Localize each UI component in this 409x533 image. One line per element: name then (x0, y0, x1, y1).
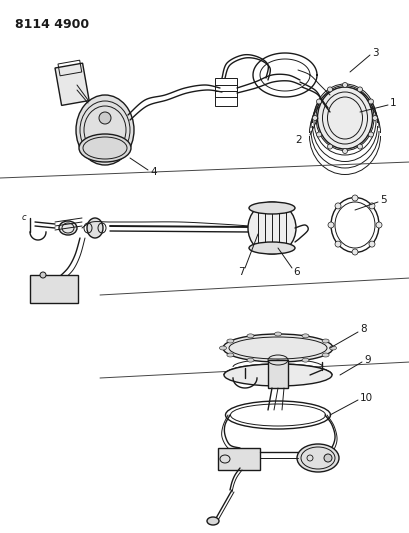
Ellipse shape (87, 218, 103, 238)
Ellipse shape (301, 334, 308, 338)
Ellipse shape (357, 87, 362, 92)
Ellipse shape (327, 87, 332, 92)
Text: 1: 1 (389, 98, 396, 108)
Ellipse shape (248, 202, 294, 214)
Ellipse shape (248, 242, 294, 254)
Ellipse shape (327, 222, 333, 228)
Ellipse shape (40, 272, 46, 278)
Bar (30, 275, 78, 303)
Ellipse shape (372, 116, 377, 120)
Text: 4: 4 (150, 167, 156, 177)
Ellipse shape (327, 144, 332, 149)
Bar (55, 63, 89, 106)
Ellipse shape (274, 360, 281, 364)
Text: 6: 6 (292, 267, 299, 277)
Bar (214, 78, 236, 106)
Ellipse shape (246, 334, 254, 338)
Ellipse shape (222, 334, 332, 362)
Ellipse shape (316, 99, 321, 104)
Ellipse shape (351, 249, 357, 255)
Ellipse shape (351, 195, 357, 201)
Ellipse shape (312, 116, 317, 120)
Ellipse shape (323, 454, 331, 462)
Text: 8: 8 (359, 324, 366, 334)
Ellipse shape (317, 87, 372, 149)
Ellipse shape (334, 203, 340, 209)
Text: 10: 10 (359, 393, 372, 403)
Ellipse shape (368, 203, 374, 209)
Text: 8114 4900: 8114 4900 (15, 18, 89, 31)
Text: 5: 5 (379, 195, 386, 205)
Ellipse shape (226, 339, 233, 343)
Bar (218, 448, 259, 470)
Text: 2: 2 (294, 135, 301, 145)
Ellipse shape (321, 353, 328, 357)
Ellipse shape (223, 364, 331, 386)
Ellipse shape (76, 95, 134, 165)
Text: 9: 9 (363, 355, 370, 365)
Ellipse shape (301, 358, 308, 362)
Text: 7: 7 (237, 267, 244, 277)
Ellipse shape (226, 353, 233, 357)
Ellipse shape (368, 241, 374, 247)
Ellipse shape (219, 346, 226, 350)
Ellipse shape (342, 149, 347, 154)
Bar (58, 60, 81, 76)
Ellipse shape (207, 517, 218, 525)
Ellipse shape (357, 144, 362, 149)
Ellipse shape (321, 339, 328, 343)
Ellipse shape (246, 358, 254, 362)
Bar (267, 360, 287, 388)
Ellipse shape (247, 202, 295, 254)
Text: c: c (22, 213, 27, 222)
Ellipse shape (342, 83, 347, 87)
Ellipse shape (59, 221, 77, 235)
Ellipse shape (368, 99, 373, 104)
Ellipse shape (375, 222, 381, 228)
Ellipse shape (79, 134, 131, 162)
Ellipse shape (274, 332, 281, 336)
Ellipse shape (296, 444, 338, 472)
Text: 3: 3 (371, 48, 378, 58)
Ellipse shape (334, 241, 340, 247)
Ellipse shape (316, 132, 321, 137)
Ellipse shape (99, 112, 111, 124)
Ellipse shape (368, 132, 373, 137)
Ellipse shape (329, 346, 336, 350)
